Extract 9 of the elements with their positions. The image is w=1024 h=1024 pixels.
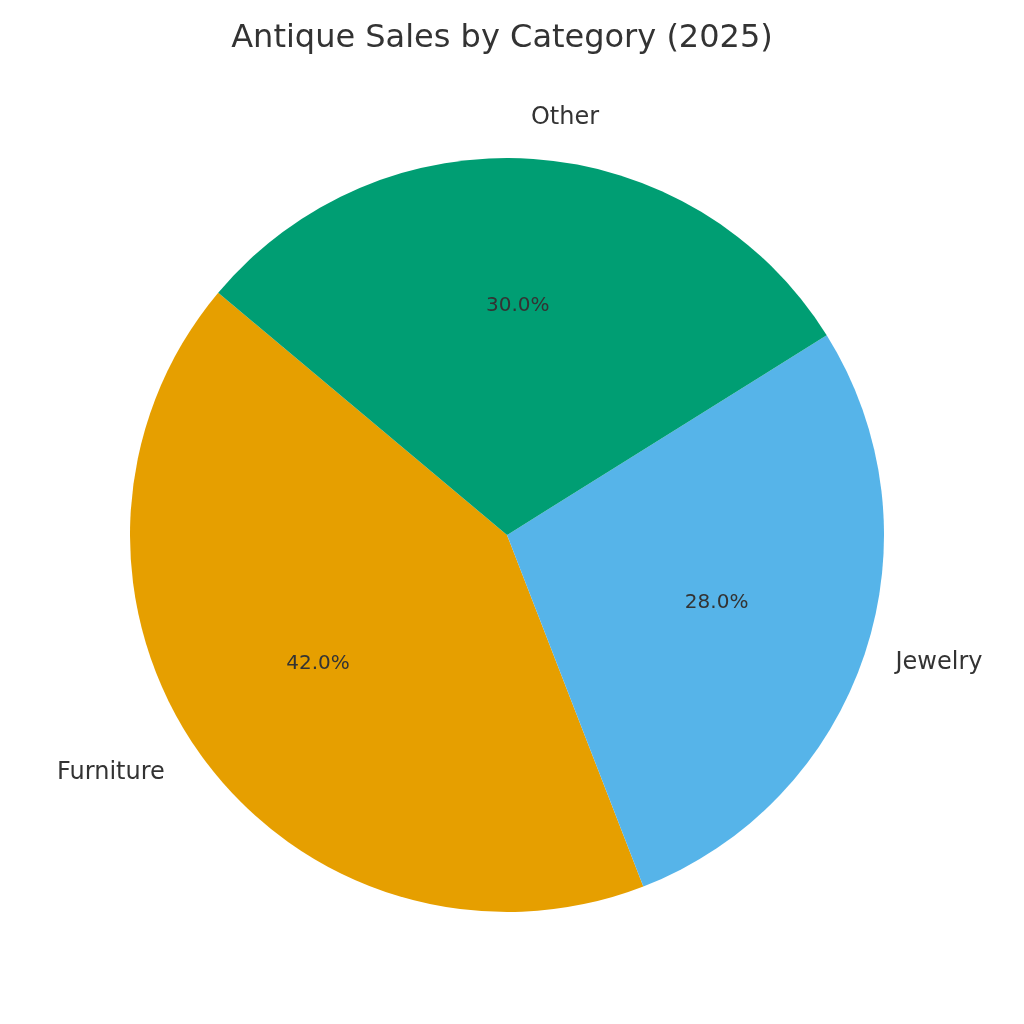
data-label: 28.0% xyxy=(684,589,749,614)
data-label: 30.0% xyxy=(486,292,550,317)
pie-slice xyxy=(507,335,884,887)
slice-label: Furniture xyxy=(57,757,165,786)
slice-label: Other xyxy=(530,102,600,131)
slice-label: Jewelry xyxy=(893,646,983,675)
pie-slice xyxy=(218,158,827,535)
chart-title: Antique Sales by Category (2025) xyxy=(230,17,774,55)
data-label: 42.0% xyxy=(286,649,350,674)
